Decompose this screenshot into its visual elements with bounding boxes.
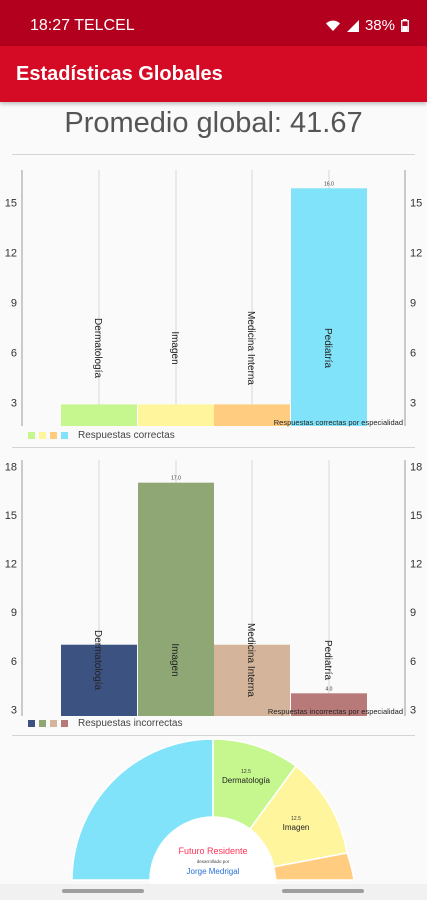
bar — [61, 644, 137, 716]
y-tick: 15 — [5, 510, 17, 522]
center-title: Futuro Residente — [178, 846, 247, 856]
signal-icon — [346, 19, 359, 32]
slice-label: Dermatología — [222, 776, 271, 785]
y-tick: 15 — [410, 510, 422, 522]
slice-label: Imagen — [283, 823, 310, 832]
correct-answers-plot: 16.0 3 6 9 12 15 3 6 9 12 15 Dermatologí… — [5, 170, 422, 427]
y-tick: 12 — [410, 559, 422, 571]
y-tick: 3 — [410, 704, 416, 716]
y-tick: 9 — [11, 607, 17, 619]
nav-handle[interactable] — [282, 889, 364, 893]
bar-value-label: 17.0 — [171, 476, 181, 482]
left-ticks: 3 6 9 12 15 18 — [5, 461, 17, 716]
category-label: Medicina Interna — [245, 623, 256, 697]
bar — [214, 404, 290, 426]
bar-marks: 16.0 — [61, 181, 367, 426]
category-label: Imagen — [169, 643, 180, 676]
navigation-bar — [0, 884, 427, 900]
average-score: Promedio global: 41.67 — [64, 107, 363, 139]
status-icons: 38% — [325, 17, 409, 34]
incorrect-answers-plot: 17.0 4.0 3 6 9 12 15 18 3 6 9 12 15 18 De… — [5, 460, 422, 716]
chart-description: Respuestas correctas por especialidad — [274, 418, 403, 427]
battery-percent: 38% — [364, 17, 395, 34]
legend-label: Respuestas correctas — [78, 430, 175, 441]
y-tick: 15 — [5, 198, 17, 210]
y-tick: 18 — [5, 461, 17, 473]
bar — [291, 188, 367, 426]
bar-value-label: 16.0 — [324, 181, 334, 187]
status-time: 18:27 TELCEL — [30, 17, 135, 34]
right-ticks: 3 6 9 12 15 — [410, 198, 422, 410]
category-label: Pediatría — [322, 328, 333, 368]
bar — [214, 644, 290, 716]
legend-swatch — [61, 720, 68, 727]
right-ticks: 3 6 9 12 15 18 — [410, 461, 422, 716]
y-tick: 3 — [11, 704, 17, 716]
legend: Respuestas incorrectas — [28, 718, 183, 729]
legend-swatch — [50, 720, 57, 727]
y-tick: 12 — [5, 559, 17, 571]
distribution-donut: 12.5 Dermatología 12.5 Imagen Futuro Res… — [0, 736, 427, 900]
legend-label: Respuestas incorrectas — [78, 718, 183, 729]
legend: Respuestas correctas — [28, 430, 175, 441]
center-author: Jorge Medrigal — [187, 867, 240, 876]
y-tick: 6 — [11, 656, 17, 668]
category-label: Pediatría — [322, 640, 333, 680]
center-subtitle: desarrollado por — [197, 859, 230, 864]
legend-swatch — [28, 720, 35, 727]
nav-handle[interactable] — [62, 889, 144, 893]
y-tick: 9 — [410, 298, 416, 310]
bar-marks: 17.0 4.0 — [61, 476, 367, 716]
bar — [291, 693, 367, 716]
divider — [12, 735, 415, 736]
correct-answers-chart: 16.0 3 6 9 12 15 3 6 9 12 15 Dermatologí… — [0, 160, 427, 445]
y-tick: 9 — [410, 607, 416, 619]
left-ticks: 3 6 9 12 15 — [5, 198, 17, 410]
category-label: Dermatología — [92, 630, 103, 690]
y-tick: 12 — [5, 248, 17, 260]
app-bar: Estadísticas Globales — [0, 46, 427, 102]
y-tick: 6 — [410, 656, 416, 668]
chart-description: Respuestas incorrectas por especialidad — [268, 707, 403, 716]
y-tick: 18 — [410, 461, 422, 473]
y-tick: 6 — [11, 348, 17, 360]
y-tick: 3 — [11, 398, 17, 410]
y-tick: 3 — [410, 398, 416, 410]
legend-swatch — [28, 432, 35, 439]
category-label: Medicina Interna — [245, 311, 256, 385]
y-tick: 12 — [410, 248, 422, 260]
slice-value: 12.5 — [241, 769, 251, 775]
category-labels: Dermatología Imagen Medicina Interna Ped… — [92, 623, 333, 697]
category-labels: Dermatología Imagen Medicina Interna Ped… — [92, 311, 333, 385]
page-title: Estadísticas Globales — [16, 63, 223, 85]
legend-swatch — [61, 432, 68, 439]
slice-value: 12.5 — [291, 816, 301, 822]
bar — [61, 404, 137, 426]
bar — [138, 404, 214, 426]
status-bar: 18:27 TELCEL 38% — [0, 0, 427, 46]
y-tick: 15 — [410, 198, 422, 210]
legend-swatch — [39, 720, 46, 727]
y-tick: 9 — [11, 298, 17, 310]
divider — [12, 447, 415, 448]
bar — [138, 482, 214, 716]
battery-icon — [401, 19, 409, 32]
wifi-icon — [325, 20, 340, 31]
category-label: Dermatología — [92, 318, 103, 378]
donut-plot: 12.5 Dermatología 12.5 Imagen Futuro Res… — [71, 738, 355, 900]
divider — [12, 154, 415, 155]
bar-value-label: 4.0 — [326, 686, 333, 692]
legend-swatch — [39, 432, 46, 439]
donut-hole — [150, 817, 276, 900]
legend-swatch — [50, 432, 57, 439]
y-tick: 6 — [410, 348, 416, 360]
incorrect-answers-chart: 17.0 4.0 3 6 9 12 15 18 3 6 9 12 15 18 De… — [0, 450, 427, 735]
category-label: Imagen — [169, 331, 180, 364]
